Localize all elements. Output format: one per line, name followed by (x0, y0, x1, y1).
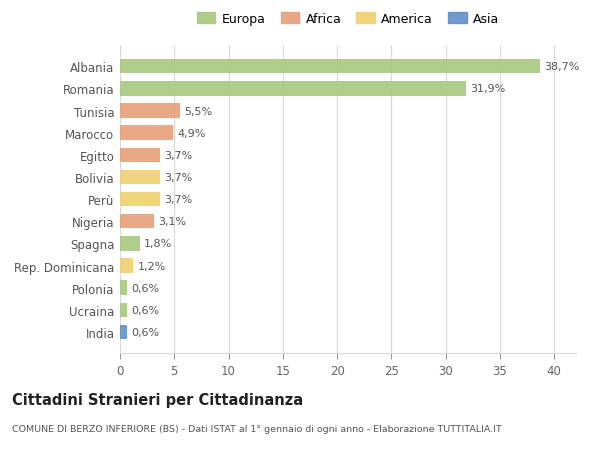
Text: 31,9%: 31,9% (470, 84, 506, 94)
Bar (120, 170, 160, 185)
Bar (120, 281, 127, 295)
Legend: Europa, Africa, America, Asia: Europa, Africa, America, Asia (193, 9, 503, 29)
Text: 38,7%: 38,7% (545, 62, 580, 72)
Bar (120, 237, 140, 251)
Text: 3,7%: 3,7% (164, 195, 193, 205)
Bar (120, 148, 160, 162)
Bar (120, 259, 133, 273)
Bar (120, 303, 127, 317)
Text: 5,5%: 5,5% (184, 106, 212, 116)
Text: COMUNE DI BERZO INFERIORE (BS) - Dati ISTAT al 1° gennaio di ogni anno - Elabora: COMUNE DI BERZO INFERIORE (BS) - Dati IS… (12, 425, 502, 434)
Bar (120, 325, 127, 340)
Bar (120, 126, 173, 140)
Text: 3,1%: 3,1% (158, 217, 186, 227)
Text: 1,2%: 1,2% (137, 261, 166, 271)
Bar (120, 60, 540, 74)
Text: 0,6%: 0,6% (131, 283, 159, 293)
Text: 3,7%: 3,7% (164, 173, 193, 183)
Text: 4,9%: 4,9% (178, 129, 206, 138)
Bar (120, 192, 160, 207)
Bar (120, 104, 180, 118)
Text: 1,8%: 1,8% (144, 239, 172, 249)
Text: 0,6%: 0,6% (131, 327, 159, 337)
Text: 3,7%: 3,7% (164, 151, 193, 161)
Text: Cittadini Stranieri per Cittadinanza: Cittadini Stranieri per Cittadinanza (12, 392, 303, 408)
Text: 0,6%: 0,6% (131, 305, 159, 315)
Bar (120, 215, 154, 229)
Bar (120, 82, 466, 96)
